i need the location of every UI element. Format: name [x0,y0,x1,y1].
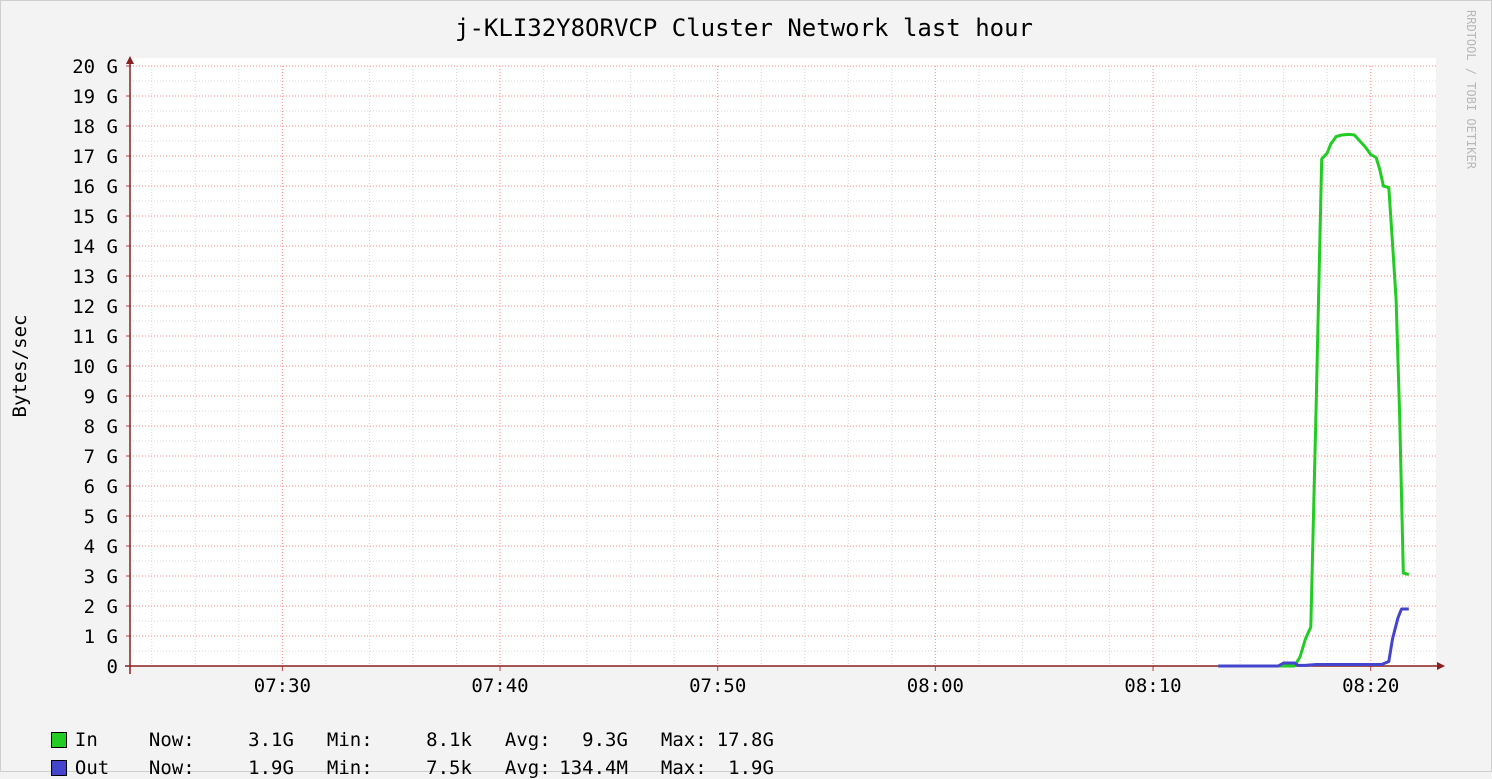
y-tick-label: 4 G [84,536,118,558]
legend-min-label-out: Min: [326,757,373,779]
x-tick-label: 07:40 [471,675,528,697]
y-tick-label: 5 G [84,506,118,528]
y-tick-label: 18 G [72,116,118,138]
x-tick-label: 08:20 [1342,675,1399,697]
series-line-out [1218,607,1409,668]
y-tick-label: 0 [107,656,118,678]
y-axis-arrow [126,56,134,64]
rrdtool-watermark: RRDTOOL / TOBI OETIKER [1464,10,1478,170]
legend-now-label-out: Now: [148,757,195,779]
legend-row-in: In Now: 3.1G Min: 8.1k Avg: 9.3G Max: 17.8G [28,707,774,751]
legend-label-in: In [74,729,98,751]
x-tick-label: 08:00 [907,675,964,697]
plot-area [130,58,1436,666]
legend-avg-label-in: Avg: [504,729,551,751]
y-tick-label: 15 G [72,206,118,228]
network-chart: j-KLI32Y8ORVCP Cluster Network last hour… [9,10,1478,697]
x-tick-label: 07:50 [689,675,746,697]
legend-max-label-out: Max: [660,757,707,779]
chart-title: j-KLI32Y8ORVCP Cluster Network last hour [455,14,1033,42]
y-tick-label: 2 G [84,596,118,618]
legend-avg-in: 9.3G [582,729,628,751]
y-tick-label: 16 G [72,176,118,198]
legend-label-out: Out [74,757,110,779]
y-tick-label: 20 G [72,56,118,78]
legend-min-label-in: Min: [326,729,373,751]
y-tick-label: 9 G [84,386,118,408]
legend-avg-label-out: Avg: [504,757,551,779]
y-tick-label: 12 G [72,296,118,318]
legend-swatch-in [50,732,67,748]
x-axis-arrow [1437,662,1445,670]
legend-row-out: Out Now: 1.9G Min: 7.5k Avg: 134.4M Max: 1.9G [28,735,774,779]
legend-now-out: 1.9G [248,757,294,779]
legend-now-label-in: Now: [148,729,195,751]
y-axis-label: Bytes/sec [9,315,31,418]
y-tick-label: 19 G [72,86,118,108]
y-tick-label: 13 G [72,266,118,288]
legend-min-in: 8.1k [426,729,472,751]
legend-min-out: 7.5k [426,757,472,779]
y-tick-label: 8 G [84,416,118,438]
legend-max-label-in: Max: [660,729,707,751]
legend-now-in: 3.1G [248,729,294,751]
y-tick-label: 17 G [72,146,118,168]
legend-max-out: 1.9G [728,757,774,779]
y-tick-label: 10 G [72,356,118,378]
y-tick-label: 1 G [84,626,118,648]
x-tick-label: 07:30 [254,675,311,697]
y-tick-label: 6 G [84,476,118,498]
legend-avg-out: 134.4M [559,757,628,779]
y-tick-label: 14 G [72,236,118,258]
y-tick-label: 7 G [84,446,118,468]
x-tick-label: 08:10 [1124,675,1181,697]
legend-swatch-out [50,760,67,776]
legend-max-in: 17.8G [716,729,774,751]
series-line-in [1218,132,1410,668]
y-tick-label: 3 G [84,566,118,588]
y-tick-label: 11 G [72,326,118,348]
